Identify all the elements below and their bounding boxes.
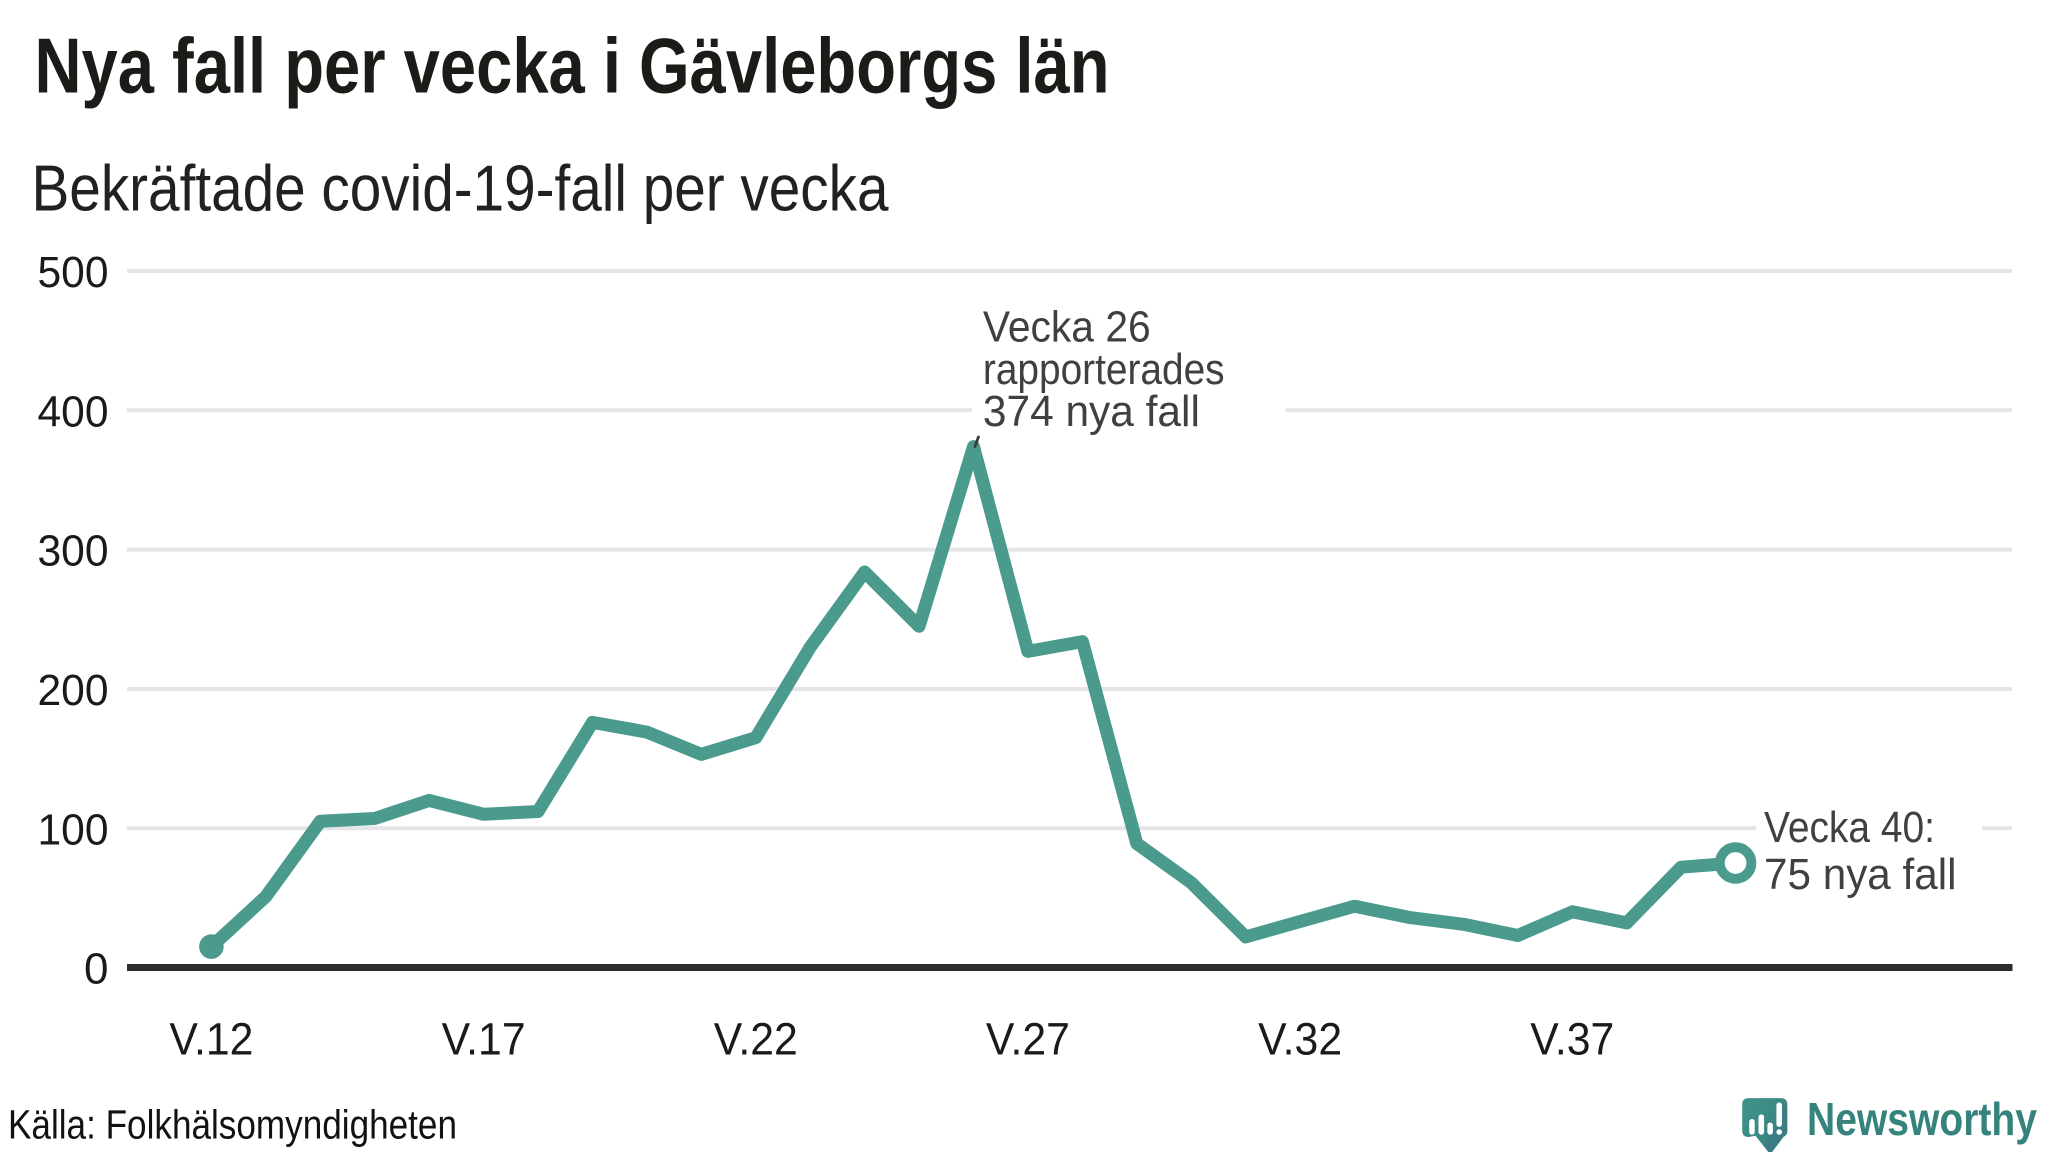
- svg-text:400: 400: [38, 387, 109, 436]
- svg-text:V.12: V.12: [169, 1013, 253, 1064]
- svg-text:rapporterades: rapporterades: [983, 345, 1225, 394]
- svg-text:Källa: Folkhälsomyndigheten: Källa: Folkhälsomyndigheten: [8, 1101, 457, 1147]
- svg-text:200: 200: [38, 666, 109, 715]
- svg-text:V.17: V.17: [442, 1013, 526, 1064]
- svg-text:Newsworthy: Newsworthy: [1807, 1093, 2037, 1145]
- svg-text:75 nya fall: 75 nya fall: [1764, 850, 1957, 899]
- svg-text:500: 500: [38, 248, 109, 297]
- svg-text:V.27: V.27: [986, 1013, 1070, 1064]
- svg-text:Nya fall per vecka i Gävleborg: Nya fall per vecka i Gävleborgs län: [35, 22, 1110, 110]
- svg-text:0: 0: [84, 945, 108, 994]
- svg-text:100: 100: [38, 805, 109, 854]
- svg-text:300: 300: [38, 527, 109, 576]
- svg-text:Bekräftade covid-19-fall per v: Bekräftade covid-19-fall per vecka: [32, 153, 889, 225]
- svg-text:V.37: V.37: [1530, 1013, 1614, 1064]
- svg-text:Vecka 26: Vecka 26: [983, 303, 1151, 352]
- svg-text:Vecka 40:: Vecka 40:: [1764, 803, 1935, 852]
- svg-text:V.32: V.32: [1258, 1013, 1342, 1064]
- svg-text:V.22: V.22: [714, 1013, 798, 1064]
- svg-text:374 nya fall: 374 nya fall: [983, 387, 1200, 436]
